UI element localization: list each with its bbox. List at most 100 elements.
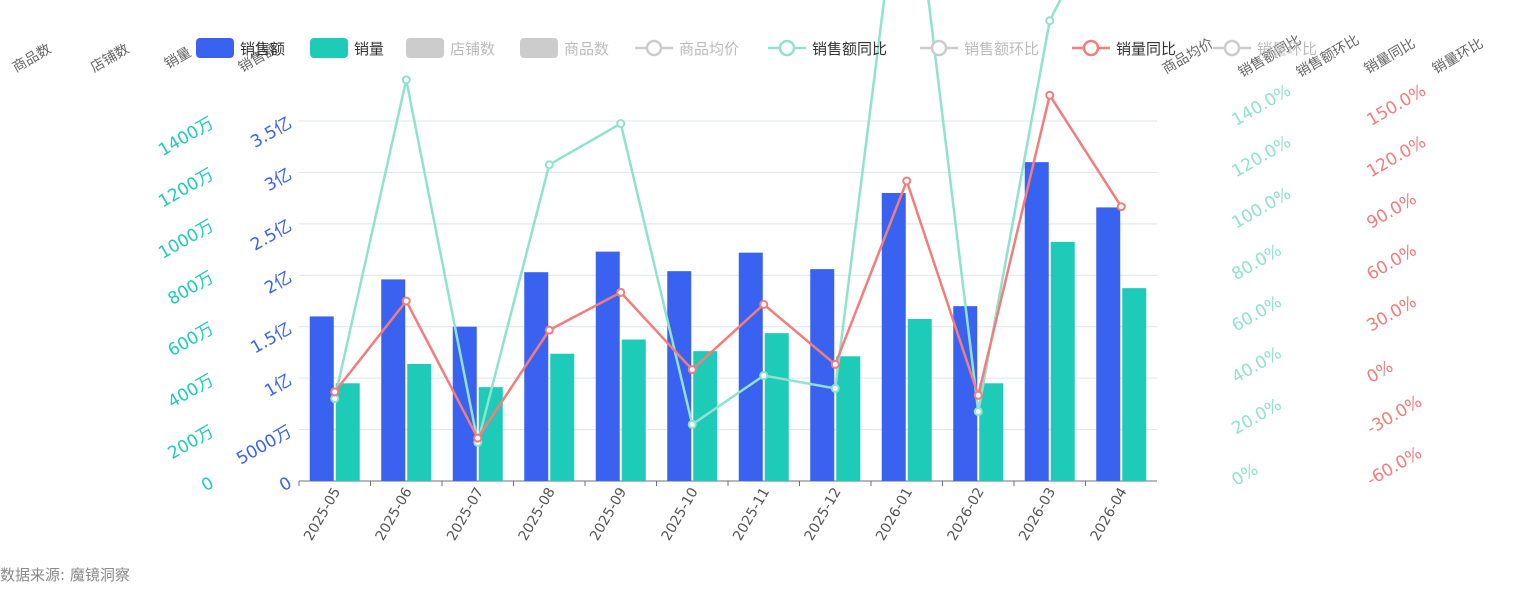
sales_yoy-axis-tick-label: 120.0% <box>1229 132 1295 182</box>
volume-axis-tick-label: 800万 <box>165 267 218 309</box>
sales-axis-tick-label: 3亿 <box>261 165 295 196</box>
legend-item-label[interactable]: 销量 <box>354 40 384 58</box>
sales-axis-tick-label: 5000万 <box>233 422 295 469</box>
sales-axis-tick-label: 1亿 <box>261 370 295 401</box>
legend-marker[interactable] <box>930 39 948 57</box>
legend-marker[interactable] <box>1223 39 1241 57</box>
legend-swatch[interactable] <box>406 38 444 58</box>
sales_yoy-axis-tick-label: 80.0% <box>1229 240 1286 284</box>
volume-bar <box>836 356 861 481</box>
x-axis-tick-label: 2025-10 <box>659 485 702 544</box>
x-axis-tick-label: 2026-03 <box>1016 485 1059 544</box>
volume-axis-tick-label: 600万 <box>165 319 218 361</box>
legend-marker[interactable] <box>645 39 663 57</box>
sales-bar <box>1024 162 1049 481</box>
volume_yoy-point <box>687 365 697 375</box>
left-axis-name: 销量 <box>162 45 194 73</box>
x-axis-tick-label: 2025-12 <box>802 485 845 544</box>
volume-axis-tick-label: 1400万 <box>155 113 217 160</box>
sales-bar <box>381 279 406 481</box>
right-axis-name: 销量同比 <box>1362 36 1418 78</box>
volume_yoy-point <box>401 296 411 306</box>
sales-axis-tick-label: 0 <box>276 473 295 496</box>
volume-bar <box>621 339 646 481</box>
sales-bar <box>595 251 620 481</box>
x-axis-tick-label: 2026-04 <box>1088 485 1131 544</box>
x-axis-tick-label: 2025-08 <box>516 485 559 544</box>
volume_yoy-point <box>830 359 840 369</box>
right-axis-name: 销量环比 <box>1430 36 1486 78</box>
left-axis-name: 店铺数 <box>88 41 132 76</box>
volume-bar <box>764 333 789 481</box>
volume_yoy-point <box>1045 90 1055 100</box>
legend-item-label[interactable]: 商品均价 <box>679 40 739 58</box>
sales_yoy-axis-tick-label: 60.0% <box>1229 292 1286 336</box>
legend-item-label[interactable]: 销售额 <box>240 40 285 58</box>
sales-bar <box>1096 207 1121 481</box>
volume-bar <box>335 383 360 481</box>
volume-axis-tick-label: 1200万 <box>155 165 217 212</box>
sales_yoy-axis-tick-label: 40.0% <box>1229 343 1286 387</box>
legend-swatch[interactable] <box>310 38 348 58</box>
sales_yoy-line <box>333 0 1062 443</box>
volume_yoy-axis-tick-label: 150.0% <box>1364 81 1430 131</box>
sales-bar <box>738 252 763 481</box>
volume_yoy-point <box>973 390 983 400</box>
legend-item-label[interactable]: 销售额环比 <box>964 40 1039 58</box>
volume_yoy-point <box>330 387 340 397</box>
x-axis-tick-label: 2026-01 <box>873 485 916 544</box>
sales_yoy-point <box>759 371 769 381</box>
volume_yoy-axis-tick-label: 90.0% <box>1364 189 1421 233</box>
legend-swatch[interactable] <box>520 38 558 58</box>
volume_yoy-axis-tick-label: 60.0% <box>1364 240 1421 284</box>
sales_yoy-axis-tick-label: 20.0% <box>1229 395 1286 439</box>
volume_yoy-axis-tick-label: 30.0% <box>1364 292 1421 336</box>
volume_yoy-point <box>473 433 483 443</box>
sales_yoy-axis-tick-label: 0% <box>1229 460 1262 491</box>
volume_yoy-point <box>1116 202 1126 212</box>
sales-bar <box>524 272 549 481</box>
volume_yoy-point <box>902 176 912 186</box>
volume-bar <box>907 319 932 481</box>
volume_yoy-axis-tick-label: -60.0% <box>1364 443 1426 490</box>
x-axis-tick-label: 2026-02 <box>945 485 988 544</box>
legend-item-label[interactable]: 销售额同比 <box>812 40 887 58</box>
legend-item-label[interactable]: 店铺数 <box>450 40 495 58</box>
volume_yoy-axis-tick-label: 120.0% <box>1364 132 1430 182</box>
volume-axis-tick-label: 400万 <box>165 370 218 412</box>
volume-bar <box>1050 241 1075 481</box>
sales_yoy-point <box>1045 16 1055 26</box>
sales-bar <box>881 193 906 481</box>
volume_yoy-line <box>333 92 1123 441</box>
volume_yoy-point <box>759 299 769 309</box>
volume_yoy-axis-tick-label: -30.0% <box>1364 392 1426 439</box>
volume_yoy-point <box>544 325 554 335</box>
sales_yoy-axis-tick-label: 100.0% <box>1229 184 1295 234</box>
legend-item-label[interactable]: 销量环比 <box>1257 40 1317 58</box>
x-axis-tick-label: 2025-07 <box>444 485 487 544</box>
x-axis-tick-label: 2025-06 <box>373 485 416 544</box>
legend-item-label[interactable]: 销量同比 <box>1116 40 1176 58</box>
sales-axis-tick-label: 1.5亿 <box>247 319 295 358</box>
sales_yoy-point <box>544 160 554 170</box>
x-axis-tick-label: 2025-09 <box>587 485 630 544</box>
volume-bar <box>979 383 1004 481</box>
sales-bar <box>309 316 334 481</box>
volume-bar <box>1122 288 1147 481</box>
volume-axis-tick-label: 1000万 <box>155 216 217 263</box>
sales_yoy-point <box>830 383 840 393</box>
legend-marker[interactable] <box>1082 39 1100 57</box>
volume_yoy-axis-tick-label: 0% <box>1364 357 1397 388</box>
volume-bar <box>478 387 503 481</box>
legend-swatch[interactable] <box>196 38 234 58</box>
sales-axis-tick-label: 3.5亿 <box>247 113 295 152</box>
legend-marker[interactable] <box>778 39 796 57</box>
legend-item-label[interactable]: 商品数 <box>564 40 609 58</box>
x-axis-tick-label: 2025-05 <box>301 485 344 544</box>
volume-axis-tick-label: 200万 <box>165 422 218 464</box>
sales_yoy-axis-tick-label: 140.0% <box>1229 81 1295 131</box>
sales-bar <box>810 269 835 481</box>
x-axis-tick-label: 2025-11 <box>730 485 773 544</box>
